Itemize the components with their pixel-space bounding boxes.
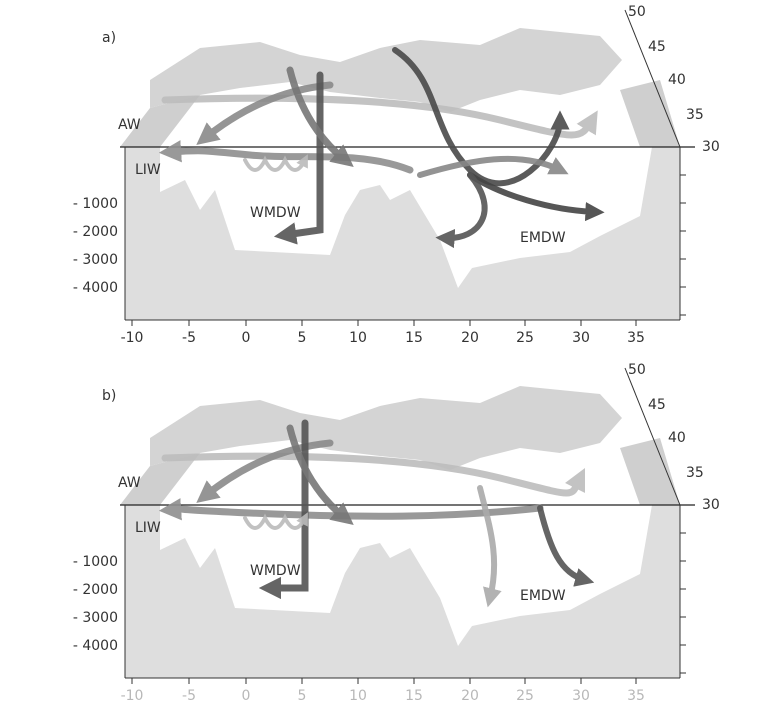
flow-arrow	[537, 505, 595, 587]
lat-label: 50	[628, 4, 646, 20]
lon-label: 15	[405, 688, 423, 704]
lon-label: 5	[298, 688, 307, 704]
depth-label: - 3000	[73, 252, 118, 268]
flow-arrow	[158, 140, 414, 174]
lon-label: 20	[461, 688, 479, 704]
lon-label: 30	[572, 330, 590, 346]
lon-label: 35	[627, 688, 645, 704]
water-mass-label: EMDW	[520, 588, 566, 604]
flow-arrow	[196, 439, 334, 503]
flow-arrow	[467, 172, 605, 222]
panel: b) AW LIW WMDW EMDW - 1000 - 2000 - 3000 - 4000 -…	[73, 362, 720, 704]
water-section	[160, 505, 652, 646]
depth-label: - 1000	[73, 196, 118, 212]
flow-arrow	[243, 512, 308, 530]
lon-label: 10	[349, 688, 367, 704]
lon-label: 5	[298, 330, 307, 346]
land	[150, 386, 622, 470]
panel-label: a)	[102, 30, 116, 46]
lon-label: 25	[516, 330, 534, 346]
land	[150, 28, 622, 112]
flow-arrow	[161, 452, 586, 497]
lat-label: 50	[628, 362, 646, 378]
lat-label: 40	[668, 72, 686, 88]
water-mass-label: WMDW	[250, 205, 301, 221]
lon-label: 20	[461, 330, 479, 346]
depth-label: - 4000	[73, 638, 118, 654]
lon-label: 0	[242, 688, 251, 704]
water-section	[160, 147, 652, 288]
lat-label: 35	[686, 465, 704, 481]
depth-label: - 1000	[73, 554, 118, 570]
depth-label: - 3000	[73, 610, 118, 626]
flow-arrow	[243, 154, 308, 172]
lon-label: -5	[182, 330, 196, 346]
flow-arrow	[392, 47, 570, 187]
lat-label: 35	[686, 107, 704, 123]
lon-label: 15	[405, 330, 423, 346]
water-mass-label: WMDW	[250, 563, 301, 579]
flow-arrow	[158, 498, 544, 521]
lat-axis	[624, 9, 681, 148]
lat-label: 45	[648, 397, 666, 413]
flow-arrow	[273, 71, 324, 245]
lon-label: 35	[627, 330, 645, 346]
water-mass-label: LIW	[135, 162, 161, 178]
lat-axis	[624, 367, 681, 506]
lon-label: -10	[121, 688, 144, 704]
lon-label: 0	[242, 330, 251, 346]
flow-arrow	[196, 81, 334, 145]
panel: a) AW LIW WMDW EMDW - 1000 - 2000 - 3000 - 4000 -…	[73, 4, 720, 346]
flow-arrow	[435, 172, 488, 249]
water-mass-label: AW	[118, 117, 141, 133]
flow-arrow	[258, 419, 309, 600]
panel-label: b)	[102, 388, 116, 404]
lat-label: 30	[702, 139, 720, 155]
depth-label: - 2000	[73, 224, 118, 240]
flow-arrow	[477, 485, 502, 608]
depth-label: - 2000	[73, 582, 118, 598]
lon-label: -10	[121, 330, 144, 346]
flow-arrow	[286, 424, 354, 525]
lat-label: 45	[648, 39, 666, 55]
lon-label: 30	[572, 688, 590, 704]
lon-label: -5	[182, 688, 196, 704]
lon-label: 10	[349, 330, 367, 346]
water-mass-label: AW	[118, 475, 141, 491]
flow-arrow	[161, 94, 598, 139]
flow-arrow	[286, 66, 354, 167]
water-mass-label: EMDW	[520, 230, 566, 246]
water-mass-label: LIW	[135, 520, 161, 536]
depth-label: - 4000	[73, 280, 118, 296]
lat-label: 30	[702, 497, 720, 513]
flow-arrow	[417, 155, 569, 178]
lat-label: 40	[668, 430, 686, 446]
lon-label: 25	[516, 688, 534, 704]
